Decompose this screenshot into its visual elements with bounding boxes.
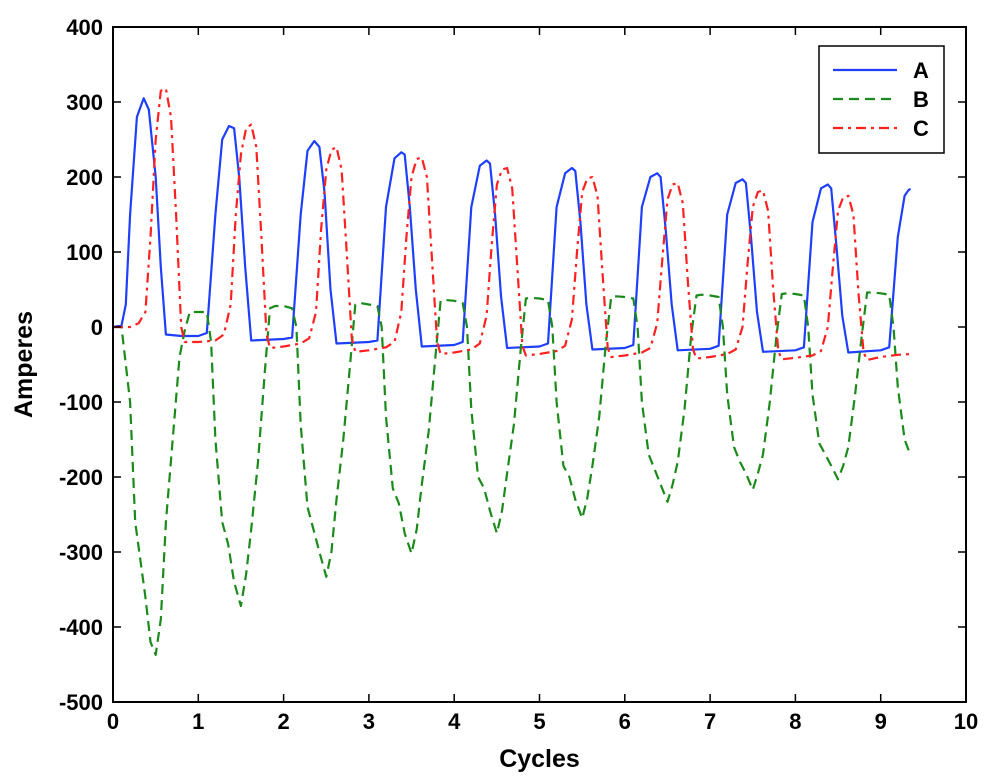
- x-tick-label: 6: [619, 709, 631, 734]
- series-line-c: [113, 87, 911, 362]
- x-tick-label: 5: [533, 709, 545, 734]
- x-tick-label: 10: [954, 709, 978, 734]
- y-tick-label: -400: [59, 615, 103, 640]
- x-tick-label: 0: [107, 709, 119, 734]
- y-tick-label: -500: [59, 690, 103, 715]
- y-axis-ticks: -500 -400 -300 -200 -100 0 100 200 300 400: [59, 15, 966, 715]
- x-tick-label: 8: [789, 709, 801, 734]
- y-tick-label: 0: [91, 315, 103, 340]
- legend-label-a: A: [913, 58, 929, 83]
- legend: ABC: [818, 45, 945, 154]
- x-tick-label: 3: [363, 709, 375, 734]
- y-tick-label: -100: [59, 390, 103, 415]
- y-tick-label: -200: [59, 465, 103, 490]
- legend-label-c: C: [913, 116, 929, 141]
- series-lines: [112, 87, 913, 656]
- y-tick-label: 200: [66, 165, 103, 190]
- x-tick-label: 9: [875, 709, 887, 734]
- y-tick-label: 100: [66, 240, 103, 265]
- x-axis-label: Cycles: [499, 745, 580, 773]
- x-tick-label: 1: [192, 709, 204, 734]
- legend-label-b: B: [913, 87, 929, 112]
- x-tick-label: 2: [277, 709, 289, 734]
- series-line-b: [113, 291, 913, 656]
- x-tick-label: 7: [704, 709, 716, 734]
- y-tick-label: 400: [66, 15, 103, 40]
- x-axis-ticks: 0 1 2 3 4 5 6 7 8 9 10: [107, 27, 978, 734]
- x-tick-label: 4: [448, 709, 461, 734]
- series-line-a: [112, 97, 912, 354]
- y-axis-label: Amperes: [10, 311, 38, 418]
- y-tick-label: 300: [66, 90, 103, 115]
- y-tick-label: -300: [59, 540, 103, 565]
